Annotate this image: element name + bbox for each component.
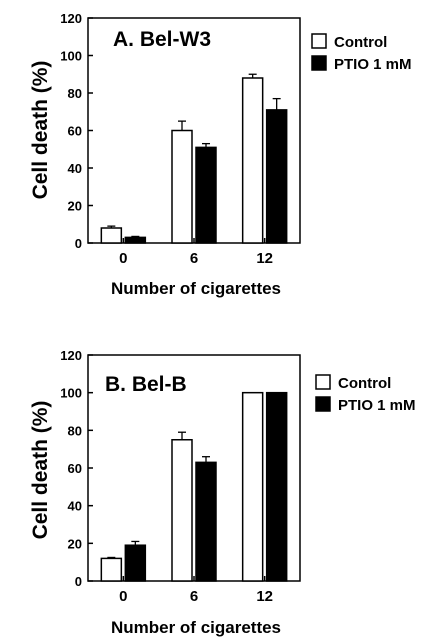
y-tick-label: 60 (68, 124, 82, 139)
y-tick-label: 0 (75, 574, 82, 589)
legend-swatch-ptio (315, 396, 331, 412)
x-tick-label: 12 (256, 250, 273, 267)
legend-label-control: Control (338, 375, 391, 392)
legend-label-ptio: PTIO 1 mM (338, 397, 416, 414)
chart-panel-a: Cell death (%) A. Bel-W3 Number of cigar… (29, 11, 412, 298)
bar-ptio (265, 391, 288, 582)
y-tick-label: 60 (68, 461, 82, 476)
bar-ptio (124, 544, 147, 582)
legend: Control PTIO 1 mM (311, 33, 412, 73)
bar-control (100, 227, 123, 244)
legend-label-ptio: PTIO 1 mM (334, 56, 412, 73)
y-tick-label: 120 (60, 348, 82, 363)
panel-title: B. Bel-B (105, 373, 187, 396)
x-tick-label: 6 (190, 250, 198, 267)
panel-title: A. Bel-W3 (113, 28, 211, 51)
y-tick-label: 40 (68, 161, 82, 176)
x-tick-label: 0 (119, 250, 127, 267)
x-axis-title: Number of cigarettes (111, 618, 281, 637)
x-axis-title: Number of cigarettes (111, 279, 281, 298)
x-tick-label: 0 (119, 588, 127, 605)
y-tick-label: 100 (60, 49, 82, 64)
bar-control (100, 557, 123, 582)
y-axis-title: Cell death (%) (29, 61, 52, 200)
y-tick-label: 20 (68, 199, 82, 214)
bar-control (241, 391, 264, 582)
y-tick-label: 120 (60, 11, 82, 26)
y-tick-label: 40 (68, 499, 82, 514)
legend-swatch-ptio (311, 55, 327, 71)
bar-ptio (195, 461, 217, 582)
y-tick-label: 20 (68, 536, 82, 551)
bar-control (241, 77, 264, 244)
y-tick-label: 0 (75, 236, 82, 251)
legend-label-control: Control (334, 34, 387, 51)
bar-ptio (265, 109, 288, 244)
legend: Control PTIO 1 mM (315, 374, 416, 414)
y-tick-label: 80 (68, 86, 82, 101)
x-tick-label: 12 (256, 588, 273, 605)
bar-ptio (195, 146, 217, 244)
y-tick-label: 100 (60, 386, 82, 401)
bar-control (171, 439, 193, 582)
legend-swatch-control (311, 33, 327, 49)
chart-panel-b: Cell death (%) B. Bel-B Number of cigare… (29, 348, 416, 637)
y-axis-title: Cell death (%) (29, 401, 52, 540)
y-tick-label: 80 (68, 423, 82, 438)
x-tick-label: 6 (190, 588, 198, 605)
bar-control (171, 129, 193, 244)
legend-swatch-control (315, 374, 331, 390)
bar-ptio (124, 236, 147, 244)
